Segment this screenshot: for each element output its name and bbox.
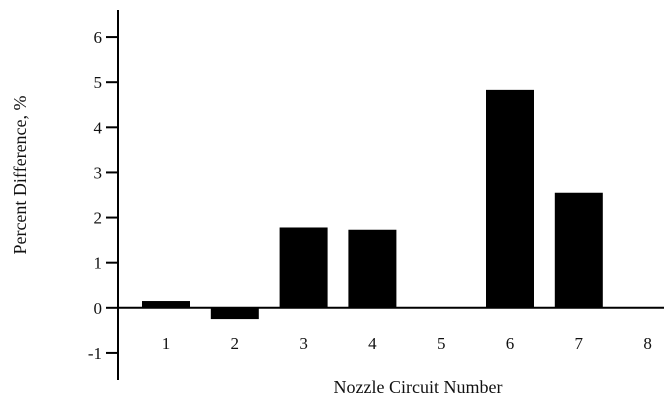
y-tick-label: 1 bbox=[94, 254, 103, 273]
bar-circuit-1 bbox=[142, 301, 190, 308]
x-tick-label: 2 bbox=[231, 334, 240, 353]
x-axis-tick-labels: 1 2 3 4 5 6 7 8 bbox=[162, 334, 652, 353]
y-axis-title: Percent Difference, % bbox=[10, 95, 30, 254]
y-tick-label: -1 bbox=[88, 344, 102, 363]
y-tick-label: 4 bbox=[94, 118, 103, 137]
x-tick-label: 3 bbox=[299, 334, 308, 353]
x-tick-label: 6 bbox=[506, 334, 515, 353]
x-tick-label: 5 bbox=[437, 334, 446, 353]
x-tick-label: 4 bbox=[368, 334, 377, 353]
y-tick-label: 2 bbox=[94, 209, 103, 228]
bars bbox=[142, 90, 603, 319]
x-axis-title: Nozzle Circuit Number bbox=[334, 377, 503, 397]
y-axis-ticks: -1 0 1 2 3 4 5 6 bbox=[88, 28, 118, 363]
bar-circuit-6 bbox=[486, 90, 534, 308]
bar-circuit-7 bbox=[555, 193, 603, 308]
y-tick-label: 3 bbox=[94, 163, 103, 182]
x-tick-label: 1 bbox=[162, 334, 171, 353]
bar-circuit-2 bbox=[211, 308, 259, 319]
y-tick-label: 0 bbox=[94, 299, 103, 318]
x-tick-label: 8 bbox=[643, 334, 652, 353]
x-tick-label: 7 bbox=[575, 334, 584, 353]
y-tick-label: 6 bbox=[94, 28, 103, 47]
bar-circuit-3 bbox=[280, 227, 328, 307]
y-tick-label: 5 bbox=[94, 73, 103, 92]
bar-circuit-4 bbox=[348, 230, 396, 308]
